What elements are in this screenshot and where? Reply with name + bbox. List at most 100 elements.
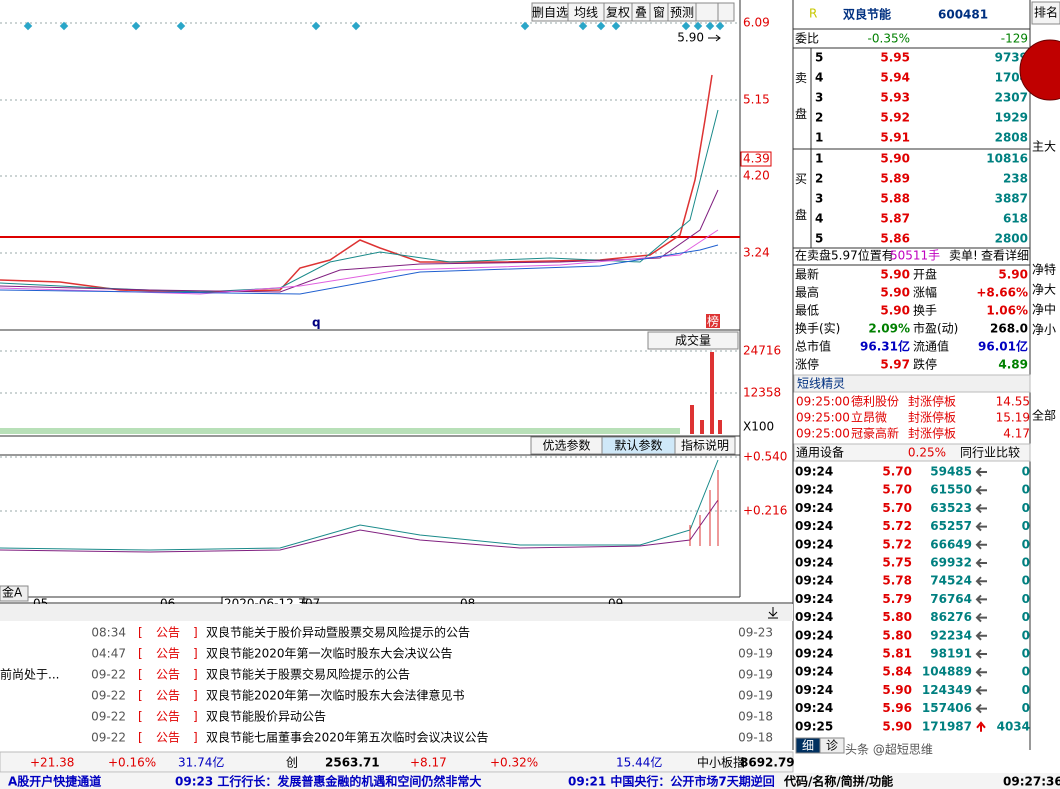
tick-time: 09:24: [795, 519, 833, 533]
news-title[interactable]: 双良节能2020年第一次临时股东大会决议公告: [206, 646, 453, 661]
tick-count: 0: [1022, 519, 1030, 533]
sprite-value: 14.55: [996, 395, 1030, 409]
price-axis-label: 6.09: [743, 16, 770, 30]
order-ratio-diff: -129: [1001, 32, 1028, 46]
status-item: +8.17: [410, 756, 447, 770]
industry-link[interactable]: 同行业比较: [960, 445, 1020, 460]
status-bar: [0, 751, 794, 773]
tick-arrow: [975, 576, 987, 586]
tick-price: 5.96: [882, 701, 912, 715]
news-time: 09-22: [91, 731, 126, 745]
bracket: ]: [193, 668, 198, 682]
level-volume: 618: [1003, 212, 1028, 226]
side-label: 主大: [1032, 140, 1056, 154]
bracket: [: [138, 626, 143, 640]
level-price: 5.95: [880, 51, 910, 65]
level-volume: 1704: [995, 71, 1028, 85]
price-axis-label: 3.24: [743, 246, 770, 260]
news-prefix: 前尚处于...: [0, 667, 59, 682]
status-item: 8692.79: [740, 756, 795, 770]
tick-price: 5.78: [882, 574, 912, 588]
level-volume: 3887: [995, 192, 1028, 206]
tick-count: 0: [1022, 592, 1030, 606]
rank-button-label[interactable]: 排名: [1034, 5, 1058, 20]
ticker-item: 09:21 中国央行：公开市场7天期逆回: [568, 774, 775, 789]
rank-button: [1031, 1, 1060, 25]
level-price: 5.89: [880, 172, 910, 186]
stat-label: 跌停: [913, 357, 937, 372]
bracket: ]: [193, 647, 198, 661]
news-title[interactable]: 双良节能关于股票交易风险提示的公告: [206, 667, 410, 682]
news-tag: 公告: [156, 689, 180, 703]
chart-mark: 榜: [707, 314, 719, 329]
toolbar-button-label[interactable]: 叠: [635, 6, 647, 20]
stat-label: 最新: [795, 267, 819, 282]
news-title[interactable]: 双良节能2020年第一次临时股东大会法律意见书: [206, 688, 465, 703]
news-tag: 公告: [156, 710, 180, 724]
news-title[interactable]: 双良节能股价异动公告: [206, 709, 326, 724]
badge: R: [809, 7, 817, 21]
toolbar-button-label[interactable]: 删自选: [532, 6, 568, 20]
tab-label[interactable]: 金A: [2, 585, 23, 600]
bracket: ]: [193, 710, 198, 724]
volume-selector-label[interactable]: 成交量: [675, 333, 711, 348]
level-price: 5.88: [880, 192, 910, 206]
toolbar-button-label[interactable]: 复权: [606, 6, 630, 20]
tick-arrow: [975, 685, 987, 696]
sprite-name: 冠豪高新: [851, 426, 899, 441]
tick-arrow: [975, 503, 987, 514]
tick-volume: 92234: [930, 628, 972, 642]
sprite-time: 09:25:00: [796, 411, 850, 425]
tick-count: 0: [1022, 628, 1030, 642]
news-date: 09-18: [738, 731, 773, 745]
price-axis-label: 4.39: [743, 152, 770, 166]
tick-count: 0: [1022, 701, 1030, 715]
download-icon: [768, 607, 778, 619]
indicator-tab-label[interactable]: 指标说明: [681, 438, 729, 453]
tick-arrow: [975, 631, 987, 641]
tick-time: 09:24: [795, 701, 833, 715]
ticker-item[interactable]: A股开户快捷通道: [8, 774, 101, 789]
side-label: 净中: [1032, 302, 1056, 317]
book-label: 买盘: [795, 172, 807, 222]
toolbar-button-label[interactable]: 均线: [574, 6, 598, 20]
stat-label: 总市值: [795, 339, 831, 354]
tick-time: 09:24: [795, 665, 833, 679]
tick-price: 5.70: [882, 483, 912, 497]
indicator-tab-label[interactable]: 优选参数: [542, 438, 590, 453]
tick-time: 09:24: [795, 537, 833, 551]
notice-link[interactable]: 查看详细: [981, 248, 1029, 263]
price-grid: [0, 22, 740, 512]
volume-axis-label: X100: [743, 420, 774, 434]
level: 5: [815, 51, 823, 65]
news-title[interactable]: 双良节能七届董事会2020年第五次临时会议决议公告: [206, 730, 489, 745]
stat-label: 开盘: [913, 267, 937, 282]
level-price: 5.93: [880, 91, 910, 105]
price-curves: [0, 74, 719, 295]
industry-bar: [793, 443, 1031, 462]
tick-volume: 171987: [922, 719, 972, 733]
news-time: 09-22: [91, 668, 126, 682]
tick-time: 09:24: [795, 647, 833, 661]
tick-count: 0: [1022, 465, 1030, 479]
tick-price: 5.90: [882, 719, 912, 733]
bottom-tab-label[interactable]: 诊: [826, 739, 838, 753]
tick-time: 09:24: [795, 574, 833, 588]
toolbar-button-label[interactable]: 预测: [670, 6, 694, 20]
tick-volume: 157406: [922, 701, 972, 715]
tick-volume: 59485: [930, 465, 972, 479]
tick-arrow: [975, 594, 987, 605]
tick-volume: 86276: [930, 610, 972, 624]
bottom-tab-label[interactable]: 细: [802, 739, 814, 753]
stat-label: 涨幅: [913, 285, 937, 300]
tick-time: 09:25: [795, 719, 833, 733]
level-volume: 2800: [995, 232, 1028, 246]
indicator-tab-label[interactable]: 默认参数: [614, 438, 662, 453]
news-tag: 公告: [156, 647, 180, 661]
toolbar-button-label[interactable]: 窗: [653, 6, 665, 20]
level: 3: [815, 192, 823, 206]
news-title[interactable]: 双良节能关于股价异动暨股票交易风险提示的公告: [206, 625, 470, 640]
marker-arrow: [708, 34, 721, 42]
level-price: 5.92: [880, 111, 910, 125]
